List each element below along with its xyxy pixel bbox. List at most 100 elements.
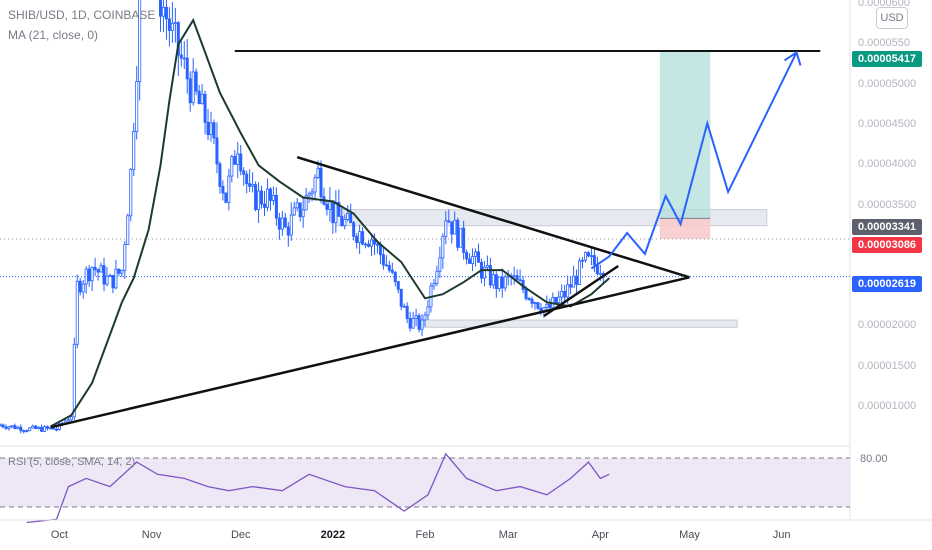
candle-body: [346, 212, 350, 220]
candle-body: [589, 255, 593, 258]
candle-body: [399, 288, 403, 307]
candle-body: [393, 271, 397, 282]
x-tick-label: Apr: [591, 529, 609, 541]
currency-button[interactable]: USD: [876, 7, 908, 29]
candle-body: [114, 268, 118, 289]
candle-body: [200, 93, 204, 105]
candle-body: [90, 266, 94, 282]
demand-zone: [418, 319, 738, 328]
candle-body: [447, 220, 451, 223]
candle-body: [343, 218, 347, 227]
candle-body: [37, 426, 41, 429]
y-tick-label: 0.00001500: [858, 359, 917, 372]
candle-body: [257, 190, 261, 210]
candle-body: [10, 425, 14, 428]
candle-body: [4, 426, 8, 429]
triangle-upper-line: [296, 156, 690, 279]
candle-body: [295, 202, 299, 209]
candle-body: [355, 235, 359, 243]
candle-body: [203, 93, 207, 123]
candle-body: [536, 302, 540, 309]
candle-body: [592, 255, 596, 266]
ma-line: [50, 17, 610, 428]
candle-body: [123, 244, 127, 271]
candle-body: [81, 283, 85, 293]
candle-body: [40, 426, 44, 432]
candle-body: [586, 252, 590, 257]
candle-body: [560, 291, 564, 298]
candle-body: [515, 275, 519, 281]
candle-body: [494, 274, 498, 290]
candle-body: [533, 302, 537, 305]
candle-body: [438, 257, 442, 272]
y-tick-label: 0.00004500: [858, 117, 917, 130]
breakout-trendline: [543, 264, 619, 318]
candle-body: [444, 220, 448, 237]
candle-body: [310, 191, 314, 195]
candle-body: [375, 243, 379, 246]
candle-body: [117, 268, 121, 274]
candle-body: [280, 217, 284, 230]
y-tick-label: 0.00004000: [858, 158, 917, 171]
candle-body: [485, 265, 489, 268]
y-tick-label: 0.0000600: [858, 0, 910, 10]
candle-body: [66, 419, 70, 422]
candle-body: [372, 239, 376, 245]
candle-body: [575, 275, 579, 285]
candle-body: [182, 57, 186, 60]
candle-body: [34, 425, 38, 429]
ma-indicator-label[interactable]: MA (21, close, 0): [8, 28, 99, 42]
candle-body: [417, 315, 421, 330]
candle-body: [248, 183, 252, 187]
x-tick-label: Feb: [415, 529, 435, 541]
candle-body: [84, 268, 88, 285]
candle-body: [566, 284, 570, 298]
candle-body: [120, 269, 124, 274]
candle-body: [548, 303, 552, 309]
rsi-band: [0, 458, 850, 507]
candle-body: [173, 22, 177, 25]
candle-body: [75, 280, 79, 345]
candle-body: [456, 219, 460, 248]
candle-body: [176, 22, 180, 56]
candle-body: [301, 209, 305, 218]
candle-body: [236, 153, 240, 165]
candle-body: [31, 425, 35, 429]
candle-body: [390, 269, 394, 273]
candle-body: [245, 173, 249, 185]
candle-body: [283, 217, 287, 228]
candle-body: [254, 184, 258, 210]
candle-body: [384, 264, 388, 267]
y-tick-label: 0.00003500: [858, 198, 917, 211]
candle-body: [167, 18, 171, 31]
y-tick-label: 0.00005000: [858, 77, 917, 90]
candle-body: [465, 252, 469, 260]
rsi-indicator-label[interactable]: RSI (5, close, SMA, 14, 2): [8, 456, 136, 468]
x-tick-label: Dec: [230, 529, 251, 541]
candle-body: [129, 169, 133, 217]
candle-body: [500, 276, 504, 289]
candle-body: [271, 194, 275, 201]
candle-body: [304, 195, 308, 211]
candle-body: [227, 175, 231, 203]
candle-body: [93, 266, 97, 271]
candle-body: [512, 275, 516, 278]
x-tick-label: Mar: [498, 529, 518, 541]
candle-body: [277, 217, 281, 230]
candle-body: [482, 266, 486, 279]
candle-body: [569, 284, 573, 288]
candle-body: [307, 193, 311, 197]
rsi-line: [26, 452, 610, 524]
x-tick-label: Jun: [772, 529, 791, 541]
candle-body: [435, 270, 439, 284]
candle-body: [432, 283, 436, 287]
candle-body: [402, 305, 406, 308]
candle-body: [0, 424, 2, 427]
candle-body: [471, 256, 475, 264]
candle-body: [28, 427, 32, 432]
candle-body: [242, 170, 246, 175]
candle-body: [491, 274, 495, 286]
candle-body: [423, 314, 427, 321]
